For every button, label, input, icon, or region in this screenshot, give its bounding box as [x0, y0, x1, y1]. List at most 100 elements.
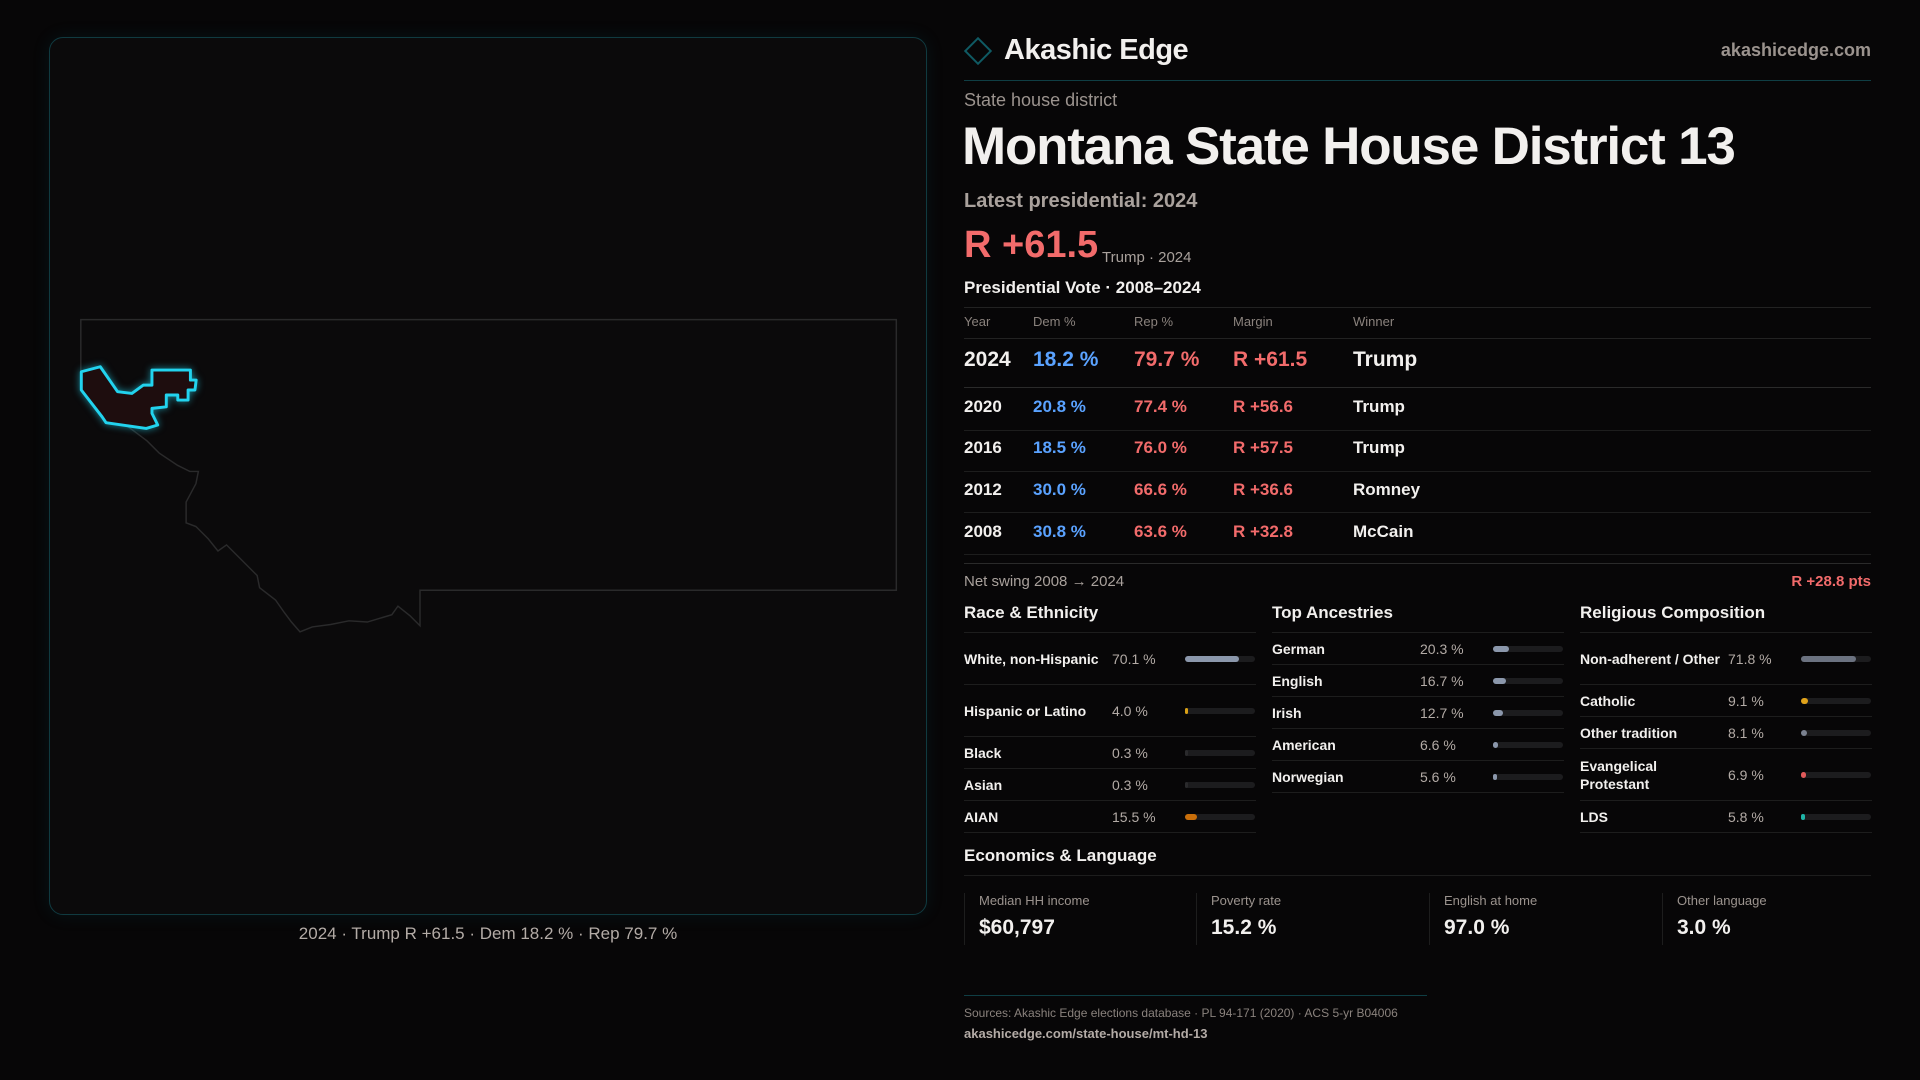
table-cell-margin: R +32.8 [1233, 522, 1294, 541]
stat-label: AIAN [964, 808, 999, 825]
stat-row: Catholic 9.1 % [1580, 685, 1872, 717]
stat-value: 16.7 % [1420, 672, 1464, 689]
stat-label: LDS [1580, 808, 1608, 825]
stat-row: German 20.3 % [1272, 633, 1564, 665]
row-divider [964, 554, 1871, 555]
table-cell-winner: Romney [1353, 480, 1421, 499]
stat-bar-fill [1493, 709, 1503, 716]
page-url[interactable]: akashicedge.com/state-house/mt-hd-13 [964, 1026, 1208, 1041]
stat-bar [1801, 771, 1871, 778]
econ-box: Other language 3.0 % [1662, 893, 1894, 945]
diamond-logo-icon [963, 36, 993, 65]
column-header: Dem % [1033, 314, 1076, 329]
stat-row: LDS 5.8 % [1580, 801, 1872, 833]
section-title-ancestry: Top Ancestries [1272, 603, 1393, 622]
stat-label: Other tradition [1580, 724, 1678, 741]
econ-value: 97.0 % [1444, 916, 1510, 939]
column-header: Rep % [1134, 314, 1174, 329]
econ-box: Median HH income $60,797 [964, 893, 1196, 945]
stat-bar-fill [1801, 729, 1808, 736]
stat-row: Hispanic or Latino 4.0 % [964, 685, 1256, 737]
econ-value: 3.0 % [1677, 916, 1731, 939]
stat-label: Irish [1272, 704, 1302, 721]
table-cell-dem: 30.8 % [1033, 522, 1086, 541]
table-cell-margin: R +36.6 [1233, 480, 1294, 499]
stat-value: 5.6 % [1420, 768, 1456, 785]
stat-value: 0.3 % [1112, 776, 1148, 793]
stat-bar-fill [1185, 813, 1197, 820]
econ-label: Other language [1677, 893, 1767, 908]
divider [1272, 632, 1564, 633]
divider [964, 563, 1871, 564]
footer-divider [964, 995, 1427, 996]
stat-row: Asian 0.3 % [964, 769, 1256, 801]
table-cell-rep: 79.7 % [1134, 348, 1200, 371]
stat-bar-fill [1801, 697, 1808, 704]
stat-value: 70.1 % [1112, 650, 1156, 667]
stat-row: White, non-Hispanic 70.1 % [964, 633, 1256, 685]
stat-bar [1801, 697, 1871, 704]
table-cell-rep: 66.6 % [1134, 480, 1187, 499]
map-caption: 2024 · Trump R +61.5 · Dem 18.2 % · Rep … [298, 924, 678, 943]
row-divider [964, 387, 1871, 388]
table-cell-year: 2008 [964, 522, 1002, 541]
divider [964, 307, 1871, 308]
econ-label: English at home [1444, 893, 1538, 908]
sources: Sources: Akashic Edge elections database… [964, 1006, 1398, 1020]
stat-bar-fill [1493, 773, 1498, 780]
table-cell-dem: 18.5 % [1033, 438, 1086, 457]
stat-label: American [1272, 736, 1336, 753]
table-cell-year: 2024 [964, 348, 1011, 371]
column-header: Winner [1353, 314, 1395, 329]
latest-margin-sub: Trump · 2024 [1102, 249, 1192, 266]
stat-label: German [1272, 640, 1325, 657]
stat-row: Other tradition 8.1 % [1580, 717, 1872, 749]
stat-bar [1493, 677, 1563, 684]
stat-row: Norwegian 5.6 % [1272, 761, 1564, 793]
stat-bar-fill [1185, 655, 1239, 662]
stat-value: 15.5 % [1112, 808, 1156, 825]
table-cell-winner: McCain [1353, 522, 1414, 541]
stat-bar [1801, 729, 1871, 736]
stat-value: 20.3 % [1420, 640, 1464, 657]
stat-bar-fill [1801, 655, 1857, 662]
stat-label: Black [964, 744, 1002, 761]
stat-bar [1185, 749, 1255, 756]
stat-value: 12.7 % [1420, 704, 1464, 721]
table-cell-dem: 18.2 % [1033, 348, 1099, 371]
stat-label: Catholic [1580, 692, 1636, 709]
district-type: State house district [964, 90, 1118, 110]
latest-presidential: Latest presidential: 2024 [964, 190, 1198, 212]
stat-bar-fill [1185, 707, 1189, 714]
stat-value: 0.3 % [1112, 744, 1148, 761]
table-cell-year: 2012 [964, 480, 1002, 499]
stat-value: 8.1 % [1728, 724, 1764, 741]
latest-margin: R +61.5 [964, 224, 1099, 266]
map-panel[interactable] [49, 37, 927, 915]
economics-title: Economics & Language [964, 846, 1157, 865]
table-cell-winner: Trump [1353, 348, 1418, 371]
stat-bar [1801, 655, 1871, 662]
stat-label: Norwegian [1272, 768, 1344, 785]
section-title-race: Race & Ethnicity [964, 603, 1099, 622]
econ-box: Poverty rate 15.2 % [1196, 893, 1428, 945]
divider [964, 875, 1871, 876]
brand-logo[interactable]: Akashic Edge [963, 34, 1189, 67]
net-swing-value: R +28.8 pts [1791, 573, 1871, 590]
table-cell-winner: Trump [1353, 438, 1405, 457]
table-cell-dem: 20.8 % [1033, 397, 1086, 416]
row-divider [964, 471, 1871, 472]
stat-row: AIAN 15.5 % [964, 801, 1256, 833]
stat-bar [1493, 741, 1563, 748]
table-cell-rep: 63.6 % [1134, 522, 1187, 541]
stat-bar [1185, 655, 1255, 662]
stat-bar-fill [1493, 677, 1506, 684]
site-link[interactable]: akashicedge.com [1720, 40, 1871, 60]
row-divider [964, 430, 1871, 431]
net-swing-label: Net swing 2008 → 2024 [964, 573, 1125, 590]
column-header: Year [964, 314, 991, 329]
stat-label: White, non-Hispanic [964, 650, 1099, 667]
table-cell-margin: R +56.6 [1233, 397, 1294, 416]
stat-bar-fill [1493, 741, 1499, 748]
divider [964, 338, 1871, 339]
